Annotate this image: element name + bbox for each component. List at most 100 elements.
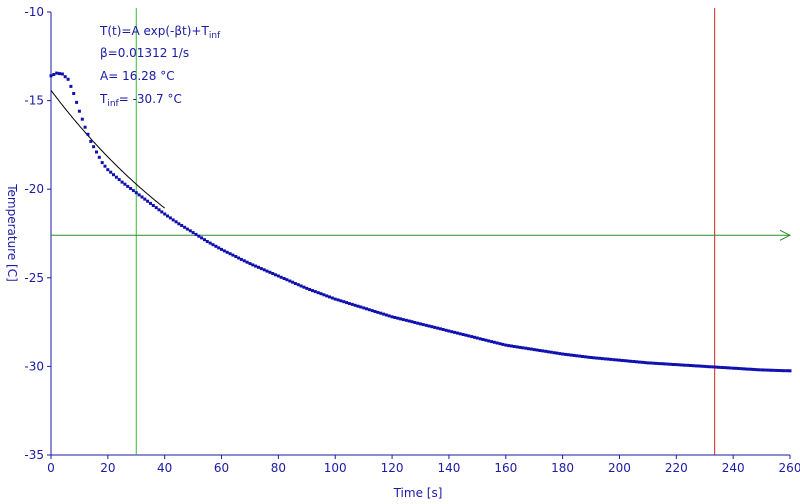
data-point [208,241,212,245]
data-point [572,353,576,357]
data-point [535,348,539,352]
data-point [558,352,562,356]
data-point [114,175,118,179]
data-point [663,362,667,366]
data-point [754,368,758,372]
data-point [569,353,573,357]
data-point [106,168,110,172]
data-point [63,75,67,79]
data-point [777,369,781,372]
data-point [421,323,425,327]
data-point [541,349,545,353]
data-point [245,260,249,264]
data-point [726,366,729,370]
data-point [672,363,675,366]
x-tick-label: 220 [665,461,688,475]
data-point [265,269,269,273]
data-point [450,330,454,334]
data-point [137,193,141,197]
data-point [177,222,181,226]
y-tick-label: -10 [24,5,44,19]
data-point [595,356,599,360]
data-point [231,253,235,257]
data-point [765,368,769,372]
data-point [296,283,300,287]
data-point [538,349,542,352]
data-point [487,339,491,343]
data-point [171,218,175,222]
data-point [498,342,502,346]
data-point [185,227,189,231]
data-point [717,365,721,369]
data-point [220,247,223,251]
data-point [279,275,283,279]
data-point [100,161,104,165]
data-point [288,279,292,283]
horizontal-cursor-arrow-icon[interactable] [779,229,792,241]
data-point [708,365,712,369]
y-tick-label: -20 [24,182,44,196]
data-point [313,290,317,294]
data-point [325,294,329,298]
data-point [347,302,351,305]
data-point [703,364,707,368]
data-point [225,250,229,254]
data-point [154,206,158,210]
data-point [788,369,792,373]
data-point [345,301,349,305]
data-point [308,288,312,291]
data-point [362,306,366,310]
data-point [640,360,644,364]
data-point [478,337,482,341]
data-point [322,293,326,297]
data-point [262,268,266,272]
data-point [328,295,331,299]
data-point [677,363,681,367]
data-point [495,341,499,345]
data-series [49,71,792,373]
data-point [438,327,442,331]
data-point [242,259,246,263]
data-point [311,289,314,293]
data-point [620,359,624,362]
data-point [711,365,715,369]
data-point [444,328,448,332]
data-point [510,344,513,348]
data-point [339,299,343,303]
data-point [419,322,422,326]
data-point [521,346,525,350]
data-point [694,364,698,368]
data-point [92,145,96,149]
data-point [97,155,101,159]
data-point [470,335,474,339]
fit-curve [50,90,166,209]
data-point [544,349,548,353]
y-tick-label: -30 [24,359,44,373]
data-point [86,132,90,136]
data-point [316,291,320,295]
data-point [160,210,164,214]
data-point [555,351,559,355]
data-point [453,330,457,334]
data-point [467,334,471,338]
data-point [390,315,394,319]
data-point [399,317,403,321]
annotation-tinf: Tinf= -30.7 °C [99,92,182,109]
x-tick-label: 260 [779,461,800,475]
data-point [254,264,258,268]
data-point [529,347,533,351]
data-point [373,310,377,313]
data-point [683,363,687,367]
data-point [504,343,508,347]
data-point [274,273,277,277]
data-point [342,300,346,304]
data-point [379,311,383,315]
data-point [623,359,627,363]
data-point [578,354,582,358]
data-point [751,367,755,371]
data-point [276,274,280,278]
data-point [771,368,775,372]
data-point [603,357,607,361]
cursor-lines[interactable] [51,8,792,455]
y-tick-label: -25 [24,271,44,285]
